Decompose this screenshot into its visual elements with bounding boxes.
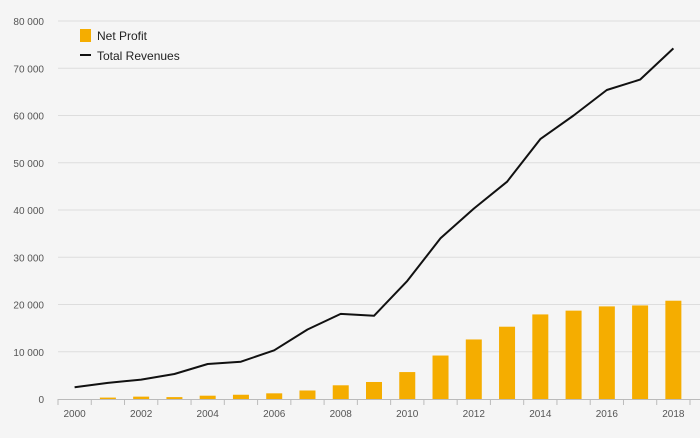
y-tick-label: 20 000 <box>13 301 44 312</box>
y-tick-label: 10 000 <box>13 348 44 359</box>
x-tick-label: 2008 <box>330 409 353 420</box>
net-profit-bar <box>332 385 349 399</box>
legend-net-profit-label: Net Profit <box>97 29 148 43</box>
net-profit-bar <box>432 355 449 399</box>
net-profit-bar <box>133 396 150 399</box>
y-tick-label: 50 000 <box>13 159 44 170</box>
net-profit-bar <box>232 394 249 399</box>
net-profit-bar <box>465 339 482 399</box>
y-tick-label: 60 000 <box>13 112 44 123</box>
y-tick-label: 0 <box>38 395 44 406</box>
net-profit-bar <box>499 326 516 399</box>
total-revenues-line <box>74 47 675 389</box>
gridlines <box>58 20 700 353</box>
x-tick-label: 2010 <box>396 409 419 420</box>
x-tick-label: 2016 <box>596 409 619 420</box>
x-tick-label: 2012 <box>463 409 486 420</box>
net-profit-bar <box>99 397 116 399</box>
x-tick-label: 2000 <box>64 409 87 420</box>
net-profit-bar <box>399 372 416 399</box>
x-tick-label: 2006 <box>263 409 286 420</box>
x-tick-label: 2014 <box>529 409 552 420</box>
x-tick-label: 2004 <box>197 409 220 420</box>
net-profit-bars <box>99 300 682 399</box>
y-tick-label: 30 000 <box>13 253 44 264</box>
x-tick-label: 2002 <box>130 409 153 420</box>
net-profit-bar <box>266 393 283 399</box>
legend-net-profit-swatch <box>80 29 91 42</box>
y-tick-label: 70 000 <box>13 64 44 75</box>
legend-total-revenues-label: Total Revenues <box>97 49 180 63</box>
net-profit-bar <box>366 381 382 399</box>
net-profit-bar <box>299 390 316 399</box>
y-tick-label: 80 000 <box>13 17 44 28</box>
y-tick-label: 40 000 <box>13 206 44 217</box>
net-profit-bar <box>665 300 682 399</box>
net-profit-bar <box>166 397 183 399</box>
total-revenues-line-group <box>74 47 675 389</box>
net-profit-bar <box>565 310 582 399</box>
legend: Net Profit Total Revenues <box>80 29 180 63</box>
x-axis: 2000 2002 2004 2006 2008 2010 2012 2014 2016 2018 <box>57 399 700 420</box>
net-profit-bar <box>632 305 649 399</box>
x-tick-label: 2018 <box>662 409 685 420</box>
y-axis-ticks: 0 10 000 20 000 30 000 40 000 50 000 60 000 70 … <box>13 17 44 406</box>
net-profit-bar <box>199 395 216 399</box>
net-profit-bar <box>598 306 615 399</box>
net-profit-bar <box>532 314 549 399</box>
